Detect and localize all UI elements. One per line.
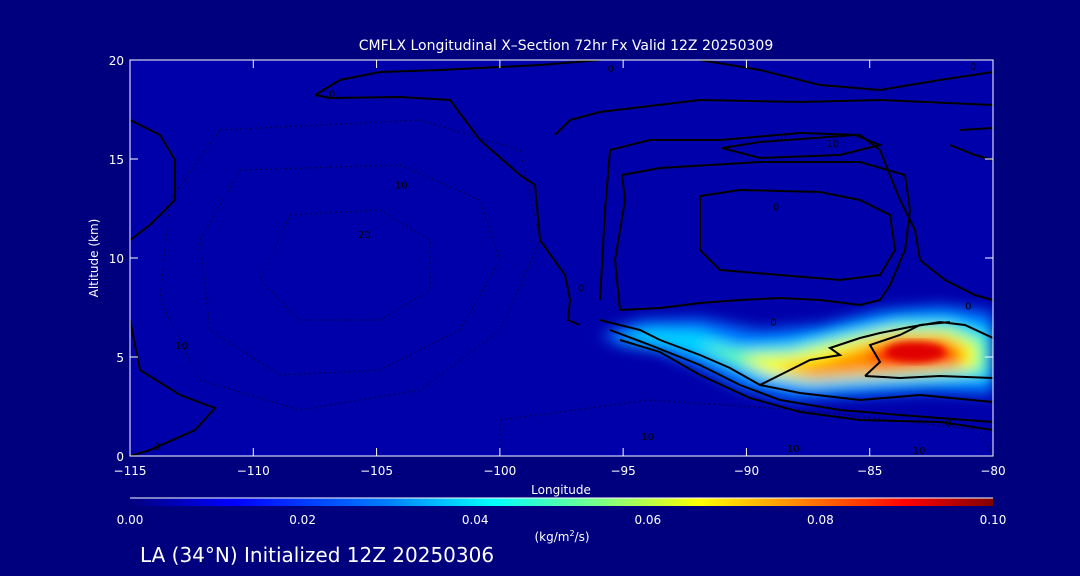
- colorbar-tick-label: 0.10: [980, 513, 1007, 527]
- contour-label: 10: [913, 446, 926, 457]
- contour-label: 0: [780, 133, 786, 144]
- contour-label: 10: [641, 432, 654, 443]
- contour-label: 0: [770, 317, 776, 328]
- x-tick-label: −110: [237, 464, 270, 478]
- colorbar-ticks: 0.00 0.02 0.04 0.06 0.08 0.10: [117, 513, 1007, 527]
- y-axis-label: Altitude (km): [87, 219, 101, 298]
- colorbar: [130, 498, 993, 506]
- x-tick-label: −90: [734, 464, 759, 478]
- contour-label: 0: [608, 64, 614, 75]
- flux-maximum: [885, 342, 945, 362]
- contour-label: 10: [395, 181, 408, 192]
- colorbar-tick-label: 0.08: [807, 513, 834, 527]
- negative-contours: [159, 119, 993, 456]
- colorbar-label: (kg/m2/s): [534, 529, 589, 544]
- x-tick-label: −100: [483, 464, 516, 478]
- colorbar-tick-label: 0.04: [462, 513, 489, 527]
- x-axis-label: Longitude: [531, 483, 591, 497]
- y-axis: 0 5 10 15 20: [109, 54, 993, 464]
- contour-label: 0: [578, 284, 584, 295]
- colorbar-label-post: /s): [575, 530, 590, 544]
- contour-label: 0: [965, 302, 971, 313]
- y-tick-label: 20: [109, 54, 124, 68]
- contour-label: 10: [826, 139, 839, 150]
- y-tick-label: 10: [109, 252, 124, 266]
- contour-label: 0: [773, 203, 779, 214]
- colorbar-label-pre: (kg/m: [534, 530, 569, 544]
- x-tick-label: −80: [980, 464, 1005, 478]
- y-tick-label: 15: [109, 153, 124, 167]
- contour-label: 10: [175, 341, 188, 352]
- contour-label: 0: [970, 62, 976, 73]
- initialization-footer: LA (34°N) Initialized 12Z 20250306: [140, 543, 495, 567]
- y-tick-label: 5: [116, 351, 124, 365]
- contour-label: 0: [329, 90, 335, 101]
- contour-label: 20: [358, 230, 371, 241]
- contour-label: 0: [945, 418, 951, 429]
- colorbar-label-sup: 2: [569, 529, 574, 538]
- chart-title: CMFLX Longitudinal X–Section 72hr Fx Val…: [359, 38, 773, 54]
- plot-background: [130, 60, 993, 456]
- solid-contours: [130, 60, 993, 456]
- plot-area: 0 0 0 0 10 0 10 20 10 0 0 0 0 0 10 10 10: [130, 60, 993, 457]
- x-tick-label: −85: [857, 464, 882, 478]
- contour-labels: 0 0 0 0 10 0 10 20 10 0 0 0 0 0 10 10 10: [154, 62, 977, 457]
- colorbar-tick-label: 0.02: [289, 513, 316, 527]
- y-tick-label: 0: [116, 450, 124, 464]
- contour-label: 0: [154, 442, 160, 453]
- colorbar-tick-label: 0.00: [117, 513, 144, 527]
- x-tick-label: −115: [114, 464, 147, 478]
- contour-label: 10: [787, 444, 800, 455]
- x-axis: −115 −110 −105 −100 −95 −90 −85 −80: [114, 60, 1006, 478]
- colorbar-tick-label: 0.06: [634, 513, 661, 527]
- x-tick-label: −95: [610, 464, 635, 478]
- x-tick-label: −105: [360, 464, 393, 478]
